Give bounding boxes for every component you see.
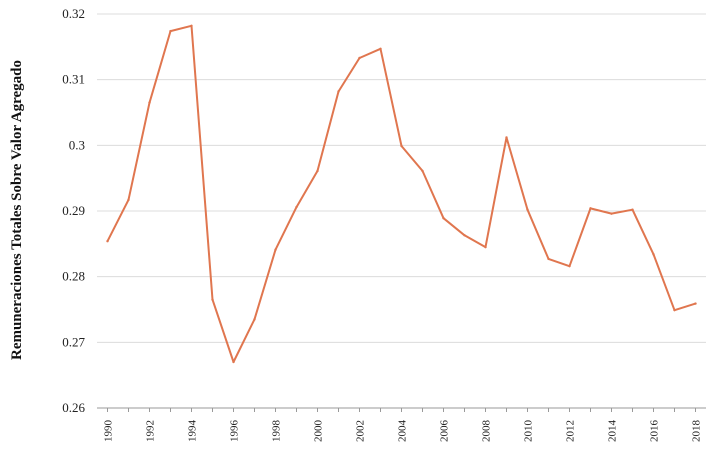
x-tick-labels: 1990 1992 1994 1996 1998 2000 2002 2004 2006 2008… — [103, 420, 703, 443]
data-point — [484, 245, 487, 249]
data-point — [211, 298, 214, 301]
y-tick-label: 0.26 — [62, 400, 85, 415]
x-tick-label: 2014 — [607, 420, 619, 443]
data-point — [505, 136, 508, 139]
data-point — [589, 207, 592, 210]
series-layer — [106, 24, 697, 364]
x-tick-label: 2010 — [523, 420, 535, 443]
data-point — [421, 169, 424, 173]
y-tick-label: 0.28 — [62, 269, 85, 284]
data-point — [631, 208, 634, 211]
data-point — [400, 144, 403, 148]
x-tick-label: 1998 — [271, 420, 283, 443]
data-point — [358, 56, 361, 60]
data-point — [316, 169, 319, 173]
x-tick-label: 1992 — [145, 420, 157, 442]
x-tick-label: 2012 — [565, 420, 577, 442]
y-tick-label: 0.29 — [62, 203, 85, 218]
x-tick-label: 2004 — [397, 420, 409, 443]
data-point — [379, 47, 382, 51]
y-axis-title: Remuneraciones Totales Sobre Valor Agreg… — [9, 60, 25, 360]
data-point — [169, 29, 172, 33]
gridlines — [97, 13, 706, 409]
x-tick-label: 2000 — [313, 420, 325, 443]
data-point — [547, 257, 550, 261]
x-tick-label: 2006 — [439, 420, 451, 443]
data-point — [568, 264, 571, 268]
y-tick-label: 0.27 — [62, 334, 85, 349]
data-point — [610, 212, 613, 215]
data-point — [463, 234, 466, 237]
x-tick-label: 1994 — [187, 420, 199, 443]
data-point — [337, 90, 340, 93]
data-point — [694, 302, 697, 305]
x-tick-label: 2008 — [481, 420, 493, 443]
data-point — [232, 360, 235, 364]
x-tick-label: 2016 — [649, 420, 661, 443]
data-point — [127, 198, 130, 202]
x-tick-label: 2018 — [691, 420, 703, 443]
y-tick-label: 0.31 — [62, 72, 85, 87]
data-point — [652, 253, 655, 256]
data-point — [148, 101, 151, 104]
y-tick-label: 0.32 — [62, 6, 85, 21]
data-point — [526, 208, 529, 211]
y-tick-labels: 0.26 0.27 0.28 0.29 0.3 0.31 0.32 — [62, 6, 85, 415]
y-tick-label: 0.3 — [69, 137, 85, 152]
x-tick-label: 1990 — [103, 420, 115, 443]
data-point — [190, 24, 193, 28]
x-tick-label: 2002 — [355, 420, 367, 442]
data-point — [253, 318, 256, 321]
data-point — [295, 205, 298, 209]
x-tick-label: 1996 — [229, 420, 241, 443]
data-point — [274, 248, 277, 251]
series-line-0 — [106, 24, 696, 363]
axes — [97, 407, 706, 412]
data-point — [442, 217, 445, 220]
data-point — [106, 240, 109, 243]
data-point — [673, 308, 676, 312]
